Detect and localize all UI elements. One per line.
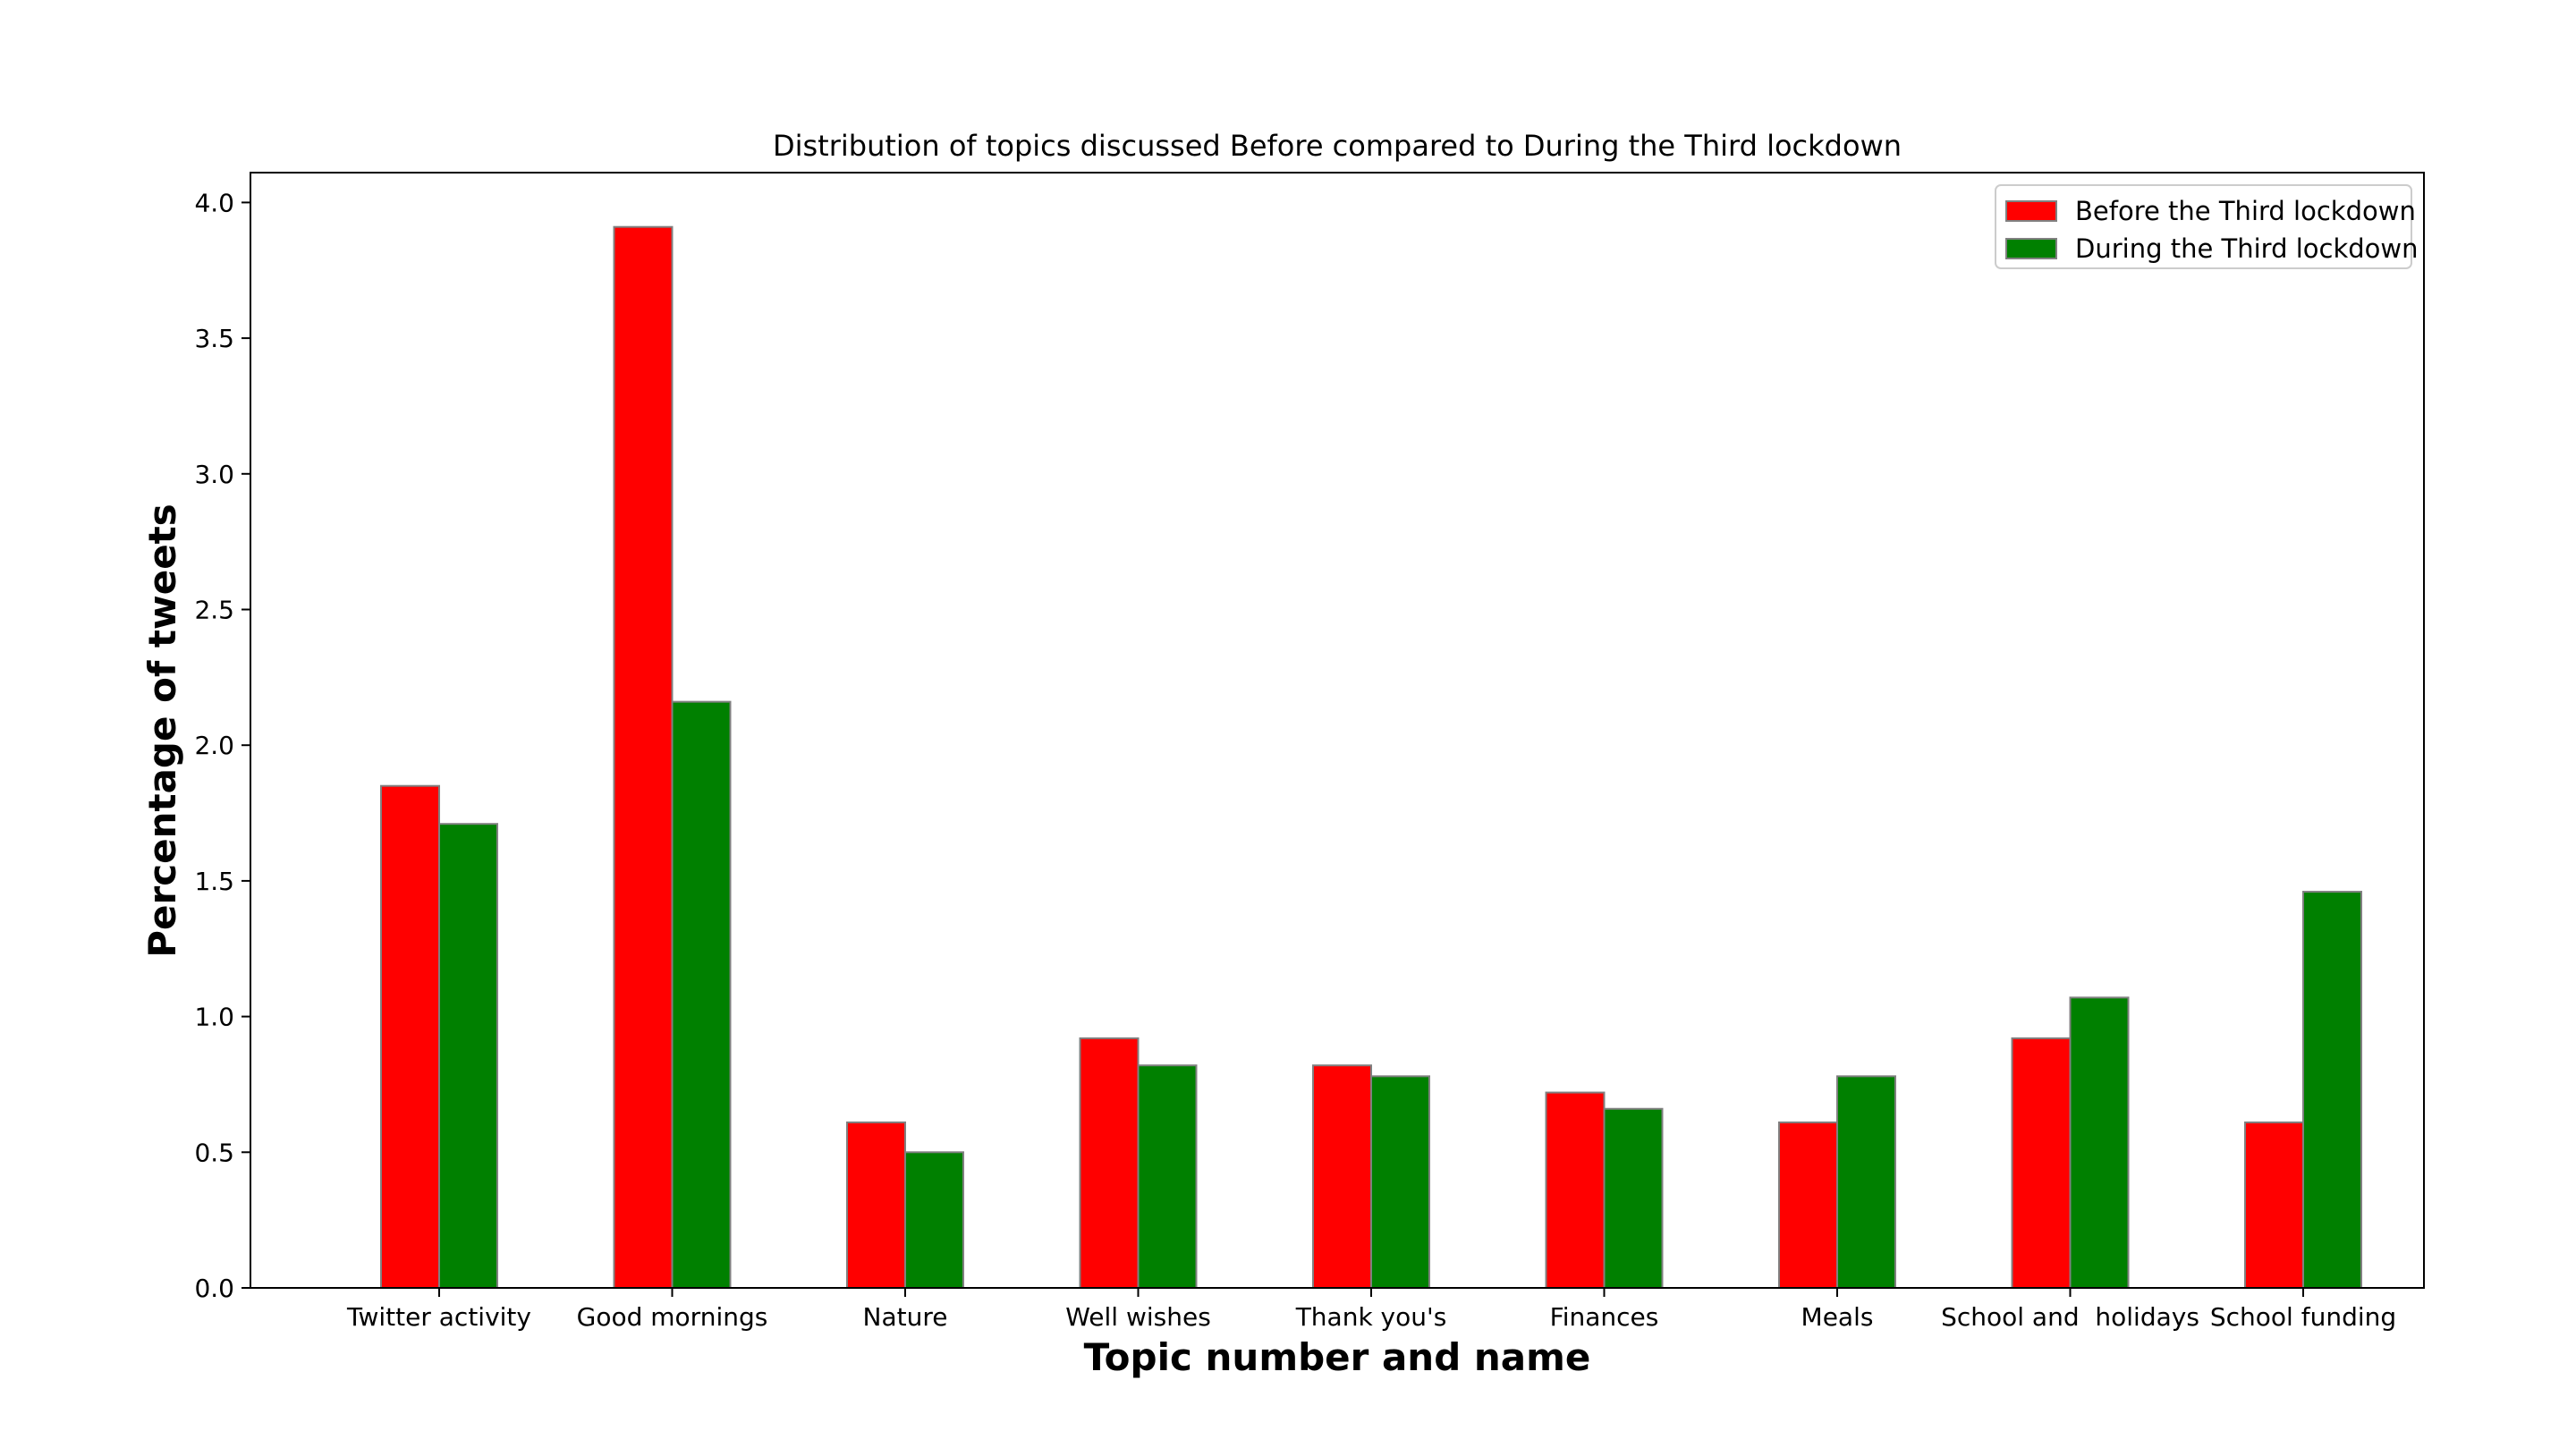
bar-during <box>2302 891 2362 1289</box>
y-tick-label: 2.0 <box>194 731 234 760</box>
y-tick-label: 2.5 <box>194 596 234 625</box>
x-axis-label: Topic number and name <box>1084 1335 1591 1379</box>
y-axis: 0.0 0.5 1.0 1.5 2.0 2.5 3.0 3.5 4.0 <box>194 188 250 1303</box>
y-tick-label: 1.0 <box>194 1003 234 1032</box>
bar-before <box>613 225 674 1289</box>
y-tick-label: 3.0 <box>194 460 234 489</box>
y-tick-label: 0.5 <box>194 1138 234 1167</box>
y-tick-label: 4.0 <box>194 188 234 217</box>
legend-swatch <box>2005 200 2057 222</box>
bar-before <box>380 784 440 1289</box>
bar-before <box>1778 1121 1838 1290</box>
x-tick-label: Finances <box>1550 1302 1659 1332</box>
y-axis-label: Percentage of tweets <box>140 504 184 958</box>
x-tick-label: Good mornings <box>577 1302 768 1332</box>
y-tick-label: 0.0 <box>194 1274 234 1303</box>
bar-before <box>2244 1121 2304 1290</box>
bar-during <box>1137 1064 1198 1290</box>
bar-before <box>1079 1037 1140 1289</box>
bar-during <box>671 700 732 1289</box>
y-tick-label: 3.5 <box>194 324 234 353</box>
legend-box <box>1995 184 2412 269</box>
legend: Before the Third lockdown During the Thir… <box>1995 184 2419 269</box>
bar-during <box>438 823 498 1289</box>
legend-swatch <box>2005 238 2057 259</box>
x-tick-label: Thank you's <box>1295 1302 1447 1332</box>
x-tick-label: School and holidays <box>1941 1302 2199 1332</box>
bar-during <box>904 1151 964 1290</box>
y-tick-label: 1.5 <box>194 867 234 896</box>
x-tick-label: Nature <box>863 1302 948 1332</box>
legend-label: Before the Third lockdown <box>2075 196 2416 226</box>
bar-during <box>1370 1075 1430 1290</box>
bar-before <box>1312 1064 1372 1290</box>
x-tick-label: Twitter activity <box>346 1302 531 1332</box>
x-tick-label: Meals <box>1801 1302 1874 1332</box>
x-axis: Twitter activity Good mornings Nature Well … <box>346 1288 2396 1332</box>
bar-before <box>1545 1091 1606 1289</box>
plot-area <box>380 225 2362 1290</box>
chart-title: Distribution of topics discussed Before … <box>773 129 1902 163</box>
bar-during <box>1836 1075 1896 1290</box>
bar-before <box>846 1121 906 1290</box>
bar-during <box>1603 1107 1664 1289</box>
bar-during <box>2069 996 2130 1290</box>
axes-frame <box>250 172 2425 1289</box>
x-tick-label: Well wishes <box>1065 1302 1211 1332</box>
legend-label: During the Third lockdown <box>2075 233 2419 264</box>
x-tick-label: School funding <box>2210 1302 2396 1332</box>
bar-before <box>2011 1037 2072 1289</box>
